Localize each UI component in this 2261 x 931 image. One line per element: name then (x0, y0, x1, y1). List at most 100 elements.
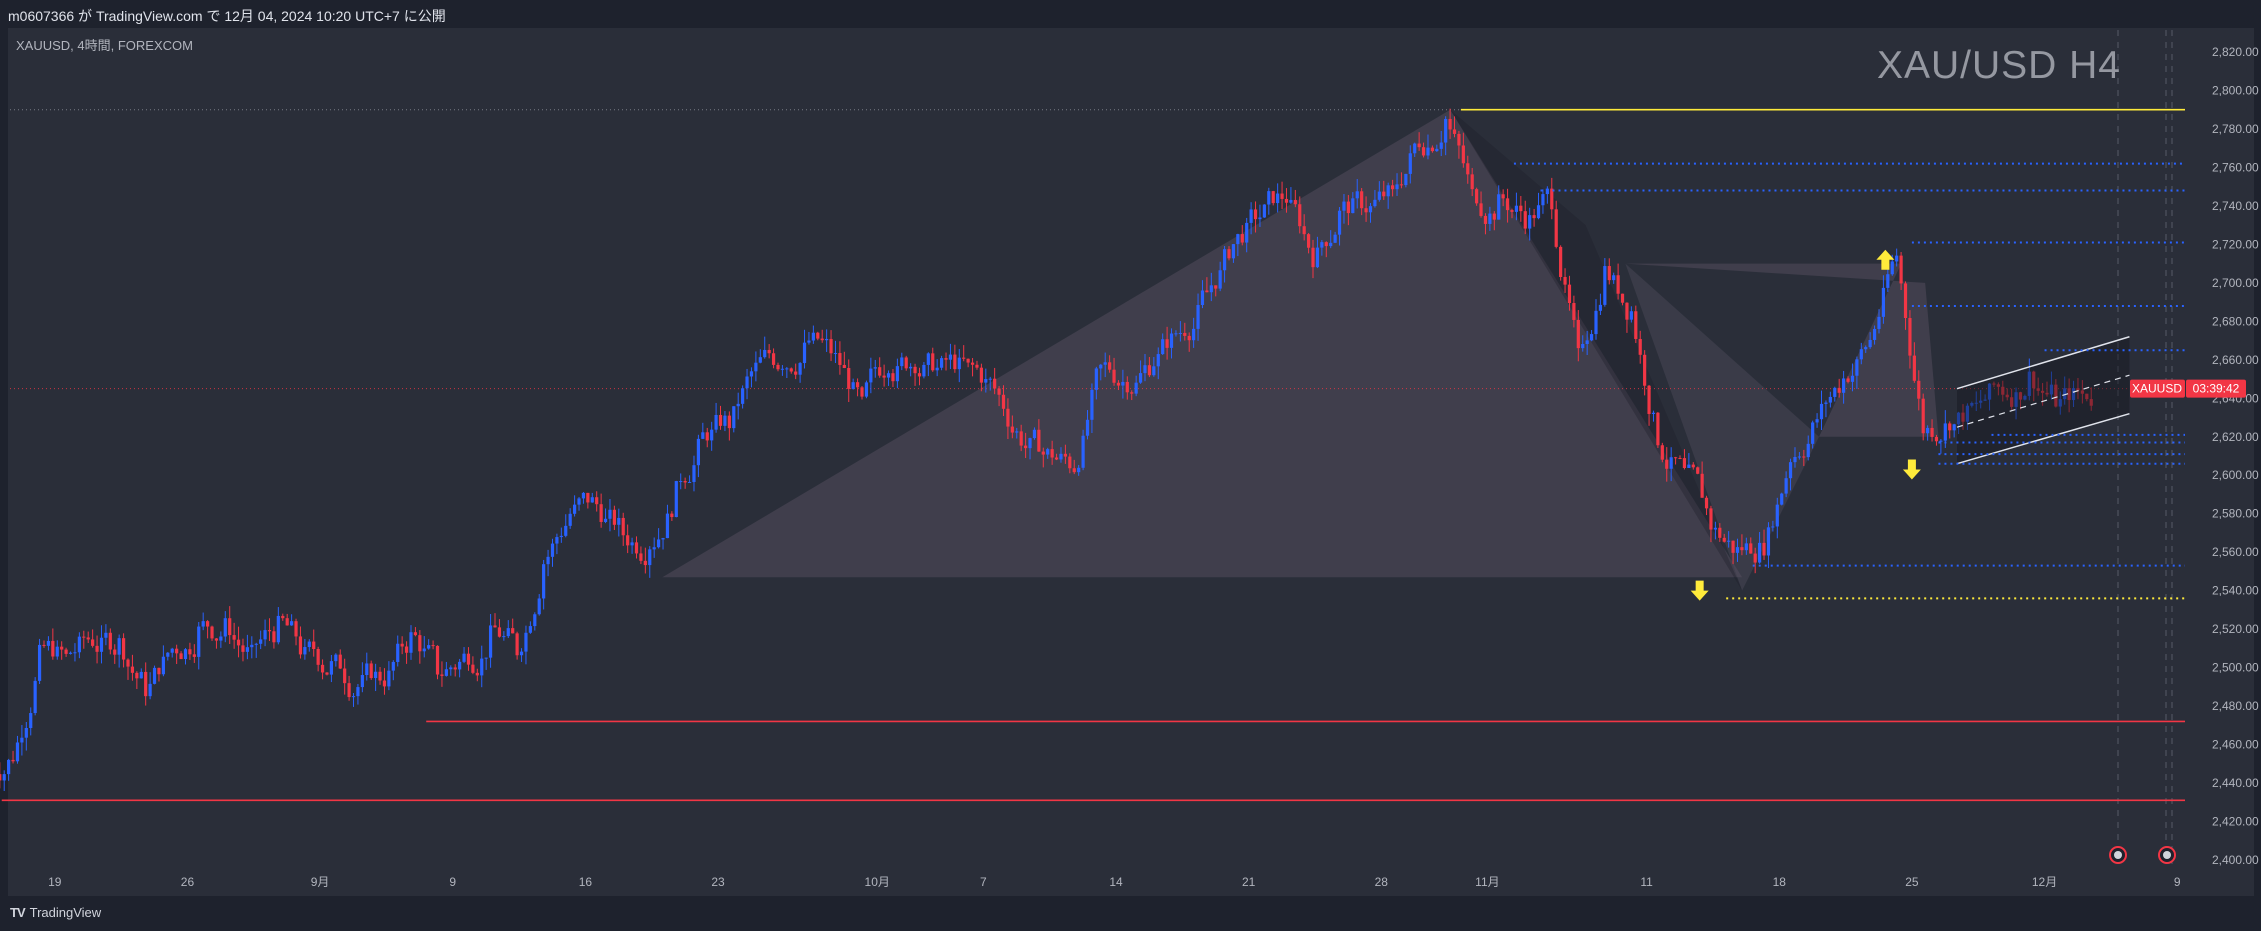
candle-body (1249, 209, 1253, 223)
candle-body (904, 357, 908, 369)
candle-body (511, 628, 515, 634)
candle-body (1943, 423, 1947, 441)
candle-body (316, 649, 320, 665)
candle-body (1647, 385, 1651, 414)
candle-body (1399, 184, 1404, 186)
footer-brand[interactable]: TV TradingView (10, 905, 101, 920)
candle-body (1709, 508, 1713, 530)
pattern-parallelogram (1625, 263, 1939, 437)
candle-body (564, 525, 568, 536)
candle-body (1346, 201, 1350, 214)
candle-body (519, 651, 524, 656)
candle-body (1859, 349, 1863, 360)
candle-body (1404, 173, 1408, 186)
candle-body (484, 657, 488, 659)
candle-body (2010, 397, 2014, 407)
candle-body (926, 353, 930, 365)
candle-body (444, 669, 448, 676)
candle-body (599, 504, 603, 522)
candle-body (1479, 203, 1483, 216)
candle-body (2005, 394, 2009, 398)
candle-body (422, 648, 426, 652)
candle-body (144, 671, 148, 697)
candle-body (37, 644, 42, 681)
candle-body (864, 382, 869, 397)
candle-body (612, 509, 616, 525)
candle-body (1391, 185, 1395, 190)
candle-body (1209, 285, 1213, 293)
candle-body (338, 654, 342, 669)
candle-body (1939, 440, 1943, 442)
candle-body (537, 598, 541, 615)
candle-body (1077, 467, 1081, 473)
candle-body (46, 640, 51, 646)
candle-body (290, 621, 294, 626)
chart-panel[interactable] (8, 28, 2254, 896)
candle-body (975, 364, 979, 368)
candle-body (1550, 188, 1554, 210)
candle-body (2058, 399, 2062, 407)
candle-body (161, 656, 165, 675)
candle-body (891, 373, 895, 382)
candle-body (1293, 199, 1297, 205)
candle-body (307, 641, 311, 648)
candle-body (1766, 527, 1771, 556)
candle-body (1797, 456, 1801, 458)
candle-body (1046, 449, 1050, 455)
candle-body (705, 432, 709, 441)
candle-body (1187, 335, 1191, 341)
chart-watermark: XAU/USD H4 (1876, 44, 2121, 87)
candle-body (236, 639, 241, 646)
candle-body (1576, 319, 1580, 349)
y-tick-label: 2,460.00 (2212, 738, 2259, 752)
candle-body (586, 492, 590, 503)
candle-body (1917, 380, 1921, 399)
candle-body (718, 414, 723, 426)
x-tick-label: 9月 (311, 875, 330, 889)
candle-body (670, 513, 674, 518)
candle-body (1554, 209, 1558, 247)
candle-body (183, 649, 188, 660)
candle-body (1090, 389, 1094, 420)
candle-body (745, 376, 749, 389)
candle-body (241, 645, 245, 652)
candle-body (360, 675, 364, 688)
candle-body (1996, 384, 2000, 387)
candle-body (1329, 242, 1333, 247)
candle-body (462, 653, 466, 662)
candle-body (1656, 412, 1660, 446)
candle-body (356, 687, 360, 697)
candle-body (528, 626, 532, 633)
candle-body (1214, 285, 1218, 289)
y-tick-label: 2,620.00 (2212, 430, 2259, 444)
candle-body (1956, 412, 1961, 425)
candle-body (1718, 527, 1722, 538)
candle-body (1895, 255, 1899, 262)
candle-body (643, 560, 647, 566)
y-tick-label: 2,660.00 (2212, 353, 2259, 367)
candle-body (285, 618, 289, 626)
candle-body (878, 367, 882, 376)
candle-body (1819, 403, 1824, 420)
candle-body (550, 543, 555, 557)
candle-body (1028, 438, 1032, 449)
candle-body (1351, 198, 1355, 214)
candle-body (816, 332, 820, 339)
candle-body (1572, 303, 1576, 320)
y-tick-label: 2,500.00 (2212, 661, 2259, 675)
candle-body (2032, 371, 2036, 389)
arrow-down-icon (1690, 580, 1709, 601)
candle-body (2089, 399, 2093, 406)
candle-body (1877, 316, 1881, 329)
candle-body (749, 371, 754, 377)
countdown-label (2186, 379, 2246, 398)
candle-body (197, 626, 201, 657)
candle-body (802, 342, 807, 364)
candle-body (1983, 399, 1987, 401)
candle-body (148, 683, 152, 697)
candle-body (1926, 427, 1930, 434)
candle-body (1713, 527, 1717, 530)
candle-body (0, 774, 2, 781)
candle-body (714, 414, 718, 430)
